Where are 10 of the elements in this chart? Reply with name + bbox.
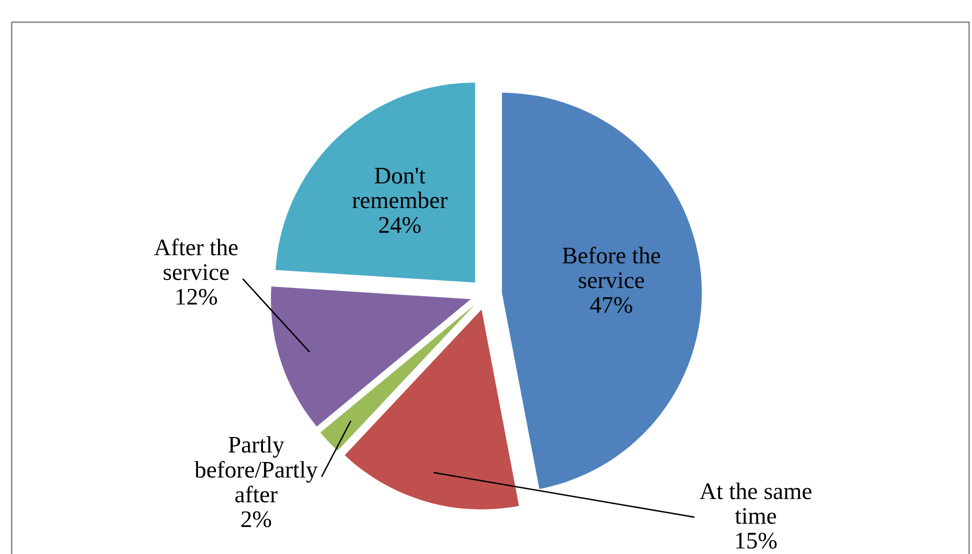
data-label: 15% <box>736 532 777 549</box>
data-label: 2% <box>241 511 272 528</box>
slice-label: After the service <box>154 238 238 280</box>
slice-label: Partly before/Partly after <box>194 436 318 503</box>
data-label: 47% <box>590 296 632 313</box>
slice-label: At the same time <box>700 482 812 524</box>
slice-label: Before the service <box>562 246 660 288</box>
slice-label: Don't remember <box>352 168 448 208</box>
data-label: 12% <box>176 288 218 305</box>
data-label: 24% <box>379 217 421 234</box>
